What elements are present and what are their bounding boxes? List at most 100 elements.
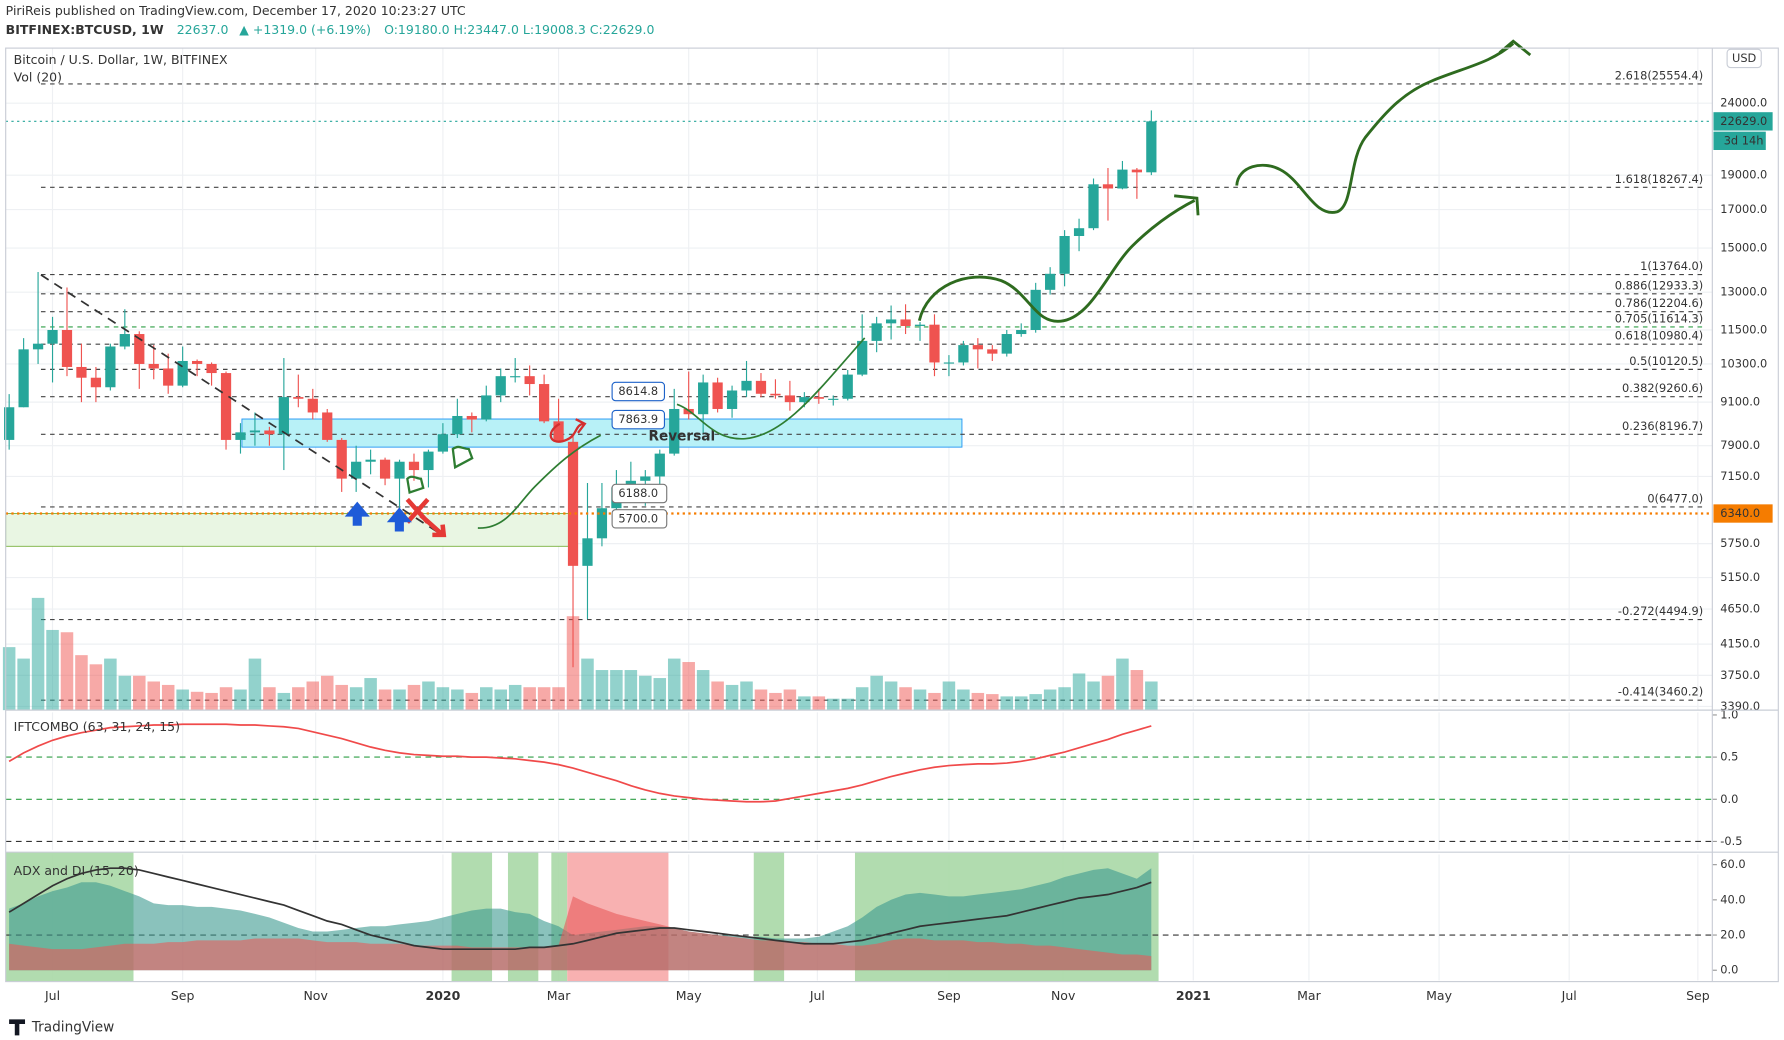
- candle-body: [799, 397, 810, 403]
- brand: TradingView: [31, 1019, 114, 1035]
- volume-bar: [942, 681, 956, 711]
- area: [9, 896, 1152, 971]
- y-tick-label: 10300.0: [1720, 356, 1767, 370]
- candle-body: [871, 323, 882, 341]
- publisher: PiriReis published on TradingView.com, D…: [6, 3, 466, 18]
- candle-body: [958, 345, 969, 363]
- last-price: 22637.0: [177, 21, 229, 36]
- fib-label: 0.705(11614.3): [1615, 311, 1703, 325]
- drawings: [40, 39, 1532, 538]
- fib-label: 0.382(9260.6): [1622, 381, 1703, 395]
- volume-bar: [595, 670, 609, 711]
- volume-bar: [46, 629, 59, 711]
- y-tick-label: 40.0: [1720, 892, 1745, 906]
- fib-label: 2.618(25554.4): [1615, 68, 1703, 82]
- volume-bar: [913, 689, 927, 711]
- volume-bar: [1029, 694, 1042, 711]
- fib-label: 0(6477.0): [1647, 491, 1703, 505]
- volume-bar: [754, 689, 768, 711]
- volume-bar: [986, 694, 999, 711]
- candle-body: [669, 408, 680, 454]
- volume-bar: [248, 658, 262, 711]
- volume-bar: [133, 675, 146, 711]
- candle-body: [466, 415, 477, 420]
- candle-body: [351, 461, 362, 479]
- candle-body: [654, 453, 665, 477]
- y-tick-label: 4150.0: [1720, 637, 1760, 651]
- candle-body: [900, 319, 911, 326]
- volume-legend: Vol (20): [14, 69, 62, 84]
- y-tick-label: 5150.0: [1720, 570, 1760, 584]
- line: [8, 723, 1152, 803]
- candle-body: [394, 461, 405, 479]
- candle-body: [1146, 121, 1157, 173]
- candle-body: [813, 397, 824, 399]
- line: [8, 867, 1152, 951]
- volume-bar: [104, 658, 117, 711]
- candle-body: [437, 434, 449, 452]
- candle-body: [1016, 329, 1027, 335]
- volume-bar: [320, 675, 334, 711]
- y-tick-label: 0.0: [1720, 963, 1738, 977]
- x-tick-label: May: [1426, 988, 1452, 1003]
- volume-bar: [639, 675, 652, 711]
- candle-body: [510, 376, 521, 378]
- fib-label: 0.886(12933.3): [1615, 278, 1703, 292]
- candle-body: [322, 412, 333, 440]
- candle-body: [1001, 334, 1012, 354]
- volume-bar: [60, 632, 74, 711]
- price-tag: [1713, 112, 1773, 131]
- candle-body: [943, 362, 955, 364]
- volume-bar: [1116, 658, 1129, 711]
- y-tick-label: 20.0: [1720, 928, 1745, 942]
- volume-bar: [711, 681, 724, 711]
- indicator-title: ADX and DI (15, 20): [14, 863, 139, 878]
- y-tick-label: 9100.0: [1720, 395, 1760, 409]
- volume-bar: [161, 684, 175, 711]
- candle-body: [972, 345, 983, 350]
- drawing-arrow: [549, 418, 587, 443]
- candle-body: [567, 441, 579, 566]
- candle-body: [929, 324, 940, 363]
- candle-body: [119, 334, 130, 347]
- candle-body: [307, 398, 318, 413]
- currency-badge[interactable]: [1726, 48, 1762, 69]
- volume-bar: [769, 692, 782, 711]
- candle-body: [148, 363, 159, 369]
- volume-bar: [957, 689, 970, 711]
- y-tick-label: -0.5: [1720, 834, 1742, 848]
- volume-bar: [451, 689, 464, 711]
- x-tick-label: Nov: [1051, 988, 1076, 1003]
- candle-body: [32, 343, 44, 350]
- frame: [5, 47, 1779, 983]
- volume-bar: [1101, 675, 1115, 711]
- candle-body: [698, 382, 709, 415]
- fib-label: 0.786(12204.6): [1615, 296, 1703, 310]
- callout-label: 7863.9: [618, 412, 658, 426]
- volume-bar: [263, 687, 276, 711]
- volume-bar: [812, 696, 826, 711]
- candle-body: [47, 329, 58, 344]
- volume-bar: [798, 696, 811, 711]
- volume-bar: [523, 687, 536, 711]
- volume-bar: [306, 681, 320, 711]
- candle-body: [336, 439, 347, 479]
- volume-bar: [624, 670, 638, 711]
- countdown: 3d 14h: [1724, 133, 1764, 147]
- volume-bar: [1000, 696, 1014, 711]
- y-tick-label: 7150.0: [1720, 469, 1760, 483]
- candle-body: [842, 374, 853, 399]
- candle-body: [726, 390, 738, 409]
- volume-bar: [422, 681, 435, 711]
- volume-bar: [725, 684, 739, 711]
- callout: [611, 381, 666, 402]
- ohlc: O:19180.0 H:23447.0 L:19008.3 C:22629.0: [384, 21, 654, 36]
- y-tick-label: 19000.0: [1720, 168, 1767, 182]
- x-tick-label: Sep: [1686, 988, 1710, 1003]
- y-tick-label: 17000.0: [1720, 202, 1767, 216]
- candle-body: [163, 368, 174, 386]
- zone: [241, 418, 963, 448]
- y-tick-label: 3750.0: [1720, 668, 1760, 682]
